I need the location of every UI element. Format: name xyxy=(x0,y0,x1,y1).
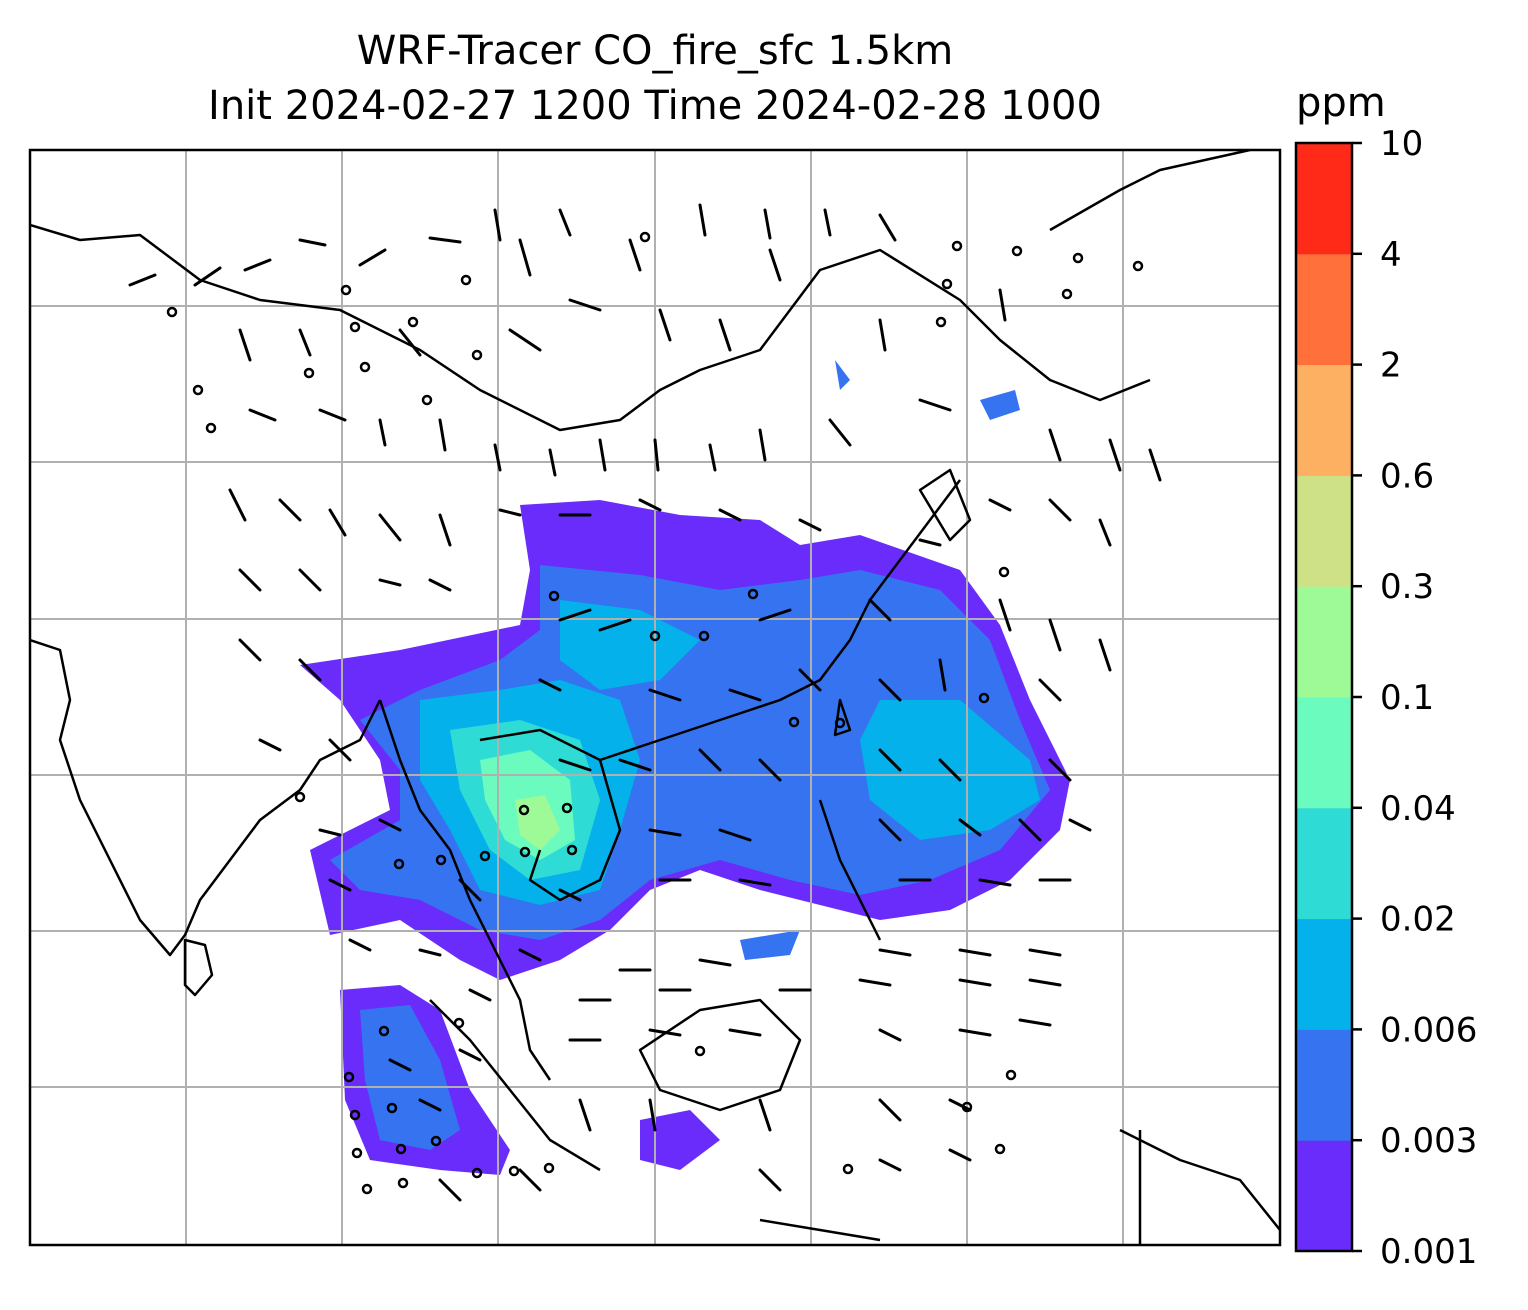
colorbar-swatch xyxy=(1296,918,1352,1030)
coast-indochina xyxy=(479,728,622,902)
colorbar-tick-label: 2 xyxy=(1380,346,1402,386)
colorbar-unit-label: ppm xyxy=(1296,80,1386,126)
coast-myanmar-thailand xyxy=(378,699,552,1081)
colorbar-tick-label: 0.003 xyxy=(1380,1121,1477,1161)
coast-philippines xyxy=(818,799,882,941)
plume-sumatra-west-core xyxy=(360,1005,460,1150)
colorbar-tick-label: 0.001 xyxy=(1380,1232,1477,1272)
colorbar-swatch xyxy=(1296,807,1352,920)
colorbar-swatch xyxy=(1296,1140,1352,1252)
colorbar-swatch xyxy=(1296,697,1352,809)
colorbar-tick-label: 0.1 xyxy=(1380,678,1434,718)
colorbar-swatch xyxy=(1296,143,1352,255)
plume-northeast xyxy=(835,360,850,390)
colorbar-tick-label: 10 xyxy=(1380,124,1423,164)
coastlines xyxy=(30,150,1280,1245)
colorbar-swatch xyxy=(1296,586,1352,698)
coast-borneo xyxy=(638,998,802,1112)
colorbar-tick-label: 0.006 xyxy=(1380,1010,1477,1050)
chart-title-line1: WRF-Tracer CO_fire_sfc 1.5km xyxy=(356,28,954,74)
map-frame xyxy=(28,148,1282,1247)
co-tracer-field xyxy=(300,360,1070,1175)
coast-taiwan xyxy=(833,698,852,737)
plume-south-china xyxy=(560,600,700,690)
coast-south-china xyxy=(599,479,961,762)
colorbar-swatch xyxy=(1296,475,1352,587)
plume-peak-core xyxy=(515,795,560,850)
colorbar-tick-label: 0.6 xyxy=(1380,456,1434,496)
colorbar-tick-label: 0.3 xyxy=(1380,567,1434,607)
coast-far-east xyxy=(1049,150,1251,232)
coast-new-guinea xyxy=(1119,1128,1280,1231)
wind-barbs xyxy=(128,203,1162,1202)
sri-lanka xyxy=(183,938,214,997)
colorbar-swatch xyxy=(1296,364,1352,476)
gridlines xyxy=(30,150,1280,1245)
colorbar-swatch xyxy=(1296,253,1352,366)
coast-north xyxy=(30,223,1151,432)
calm-wind-markers xyxy=(166,231,1144,1195)
colorbar-swatch xyxy=(1296,1029,1352,1141)
coast-java xyxy=(759,1218,881,1242)
plume-borneo xyxy=(640,1110,720,1170)
coast-japan-korea xyxy=(918,468,972,542)
plume-korea xyxy=(980,390,1020,420)
plume-java xyxy=(740,930,800,960)
chart-title-line2: Init 2024-02-27 1200 Time 2024-02-28 100… xyxy=(208,83,1102,129)
colorbar-tick-label: 4 xyxy=(1380,235,1402,275)
colorbar-tick-label: 0.04 xyxy=(1380,789,1456,829)
colorbar-tick-label: 0.02 xyxy=(1380,900,1456,940)
colorbar: 0.001 0.003 0.006 0.02 0.04 0.1 0.3 0.6 2 4 10 xyxy=(1294,124,1477,1272)
coast-india xyxy=(30,638,382,957)
